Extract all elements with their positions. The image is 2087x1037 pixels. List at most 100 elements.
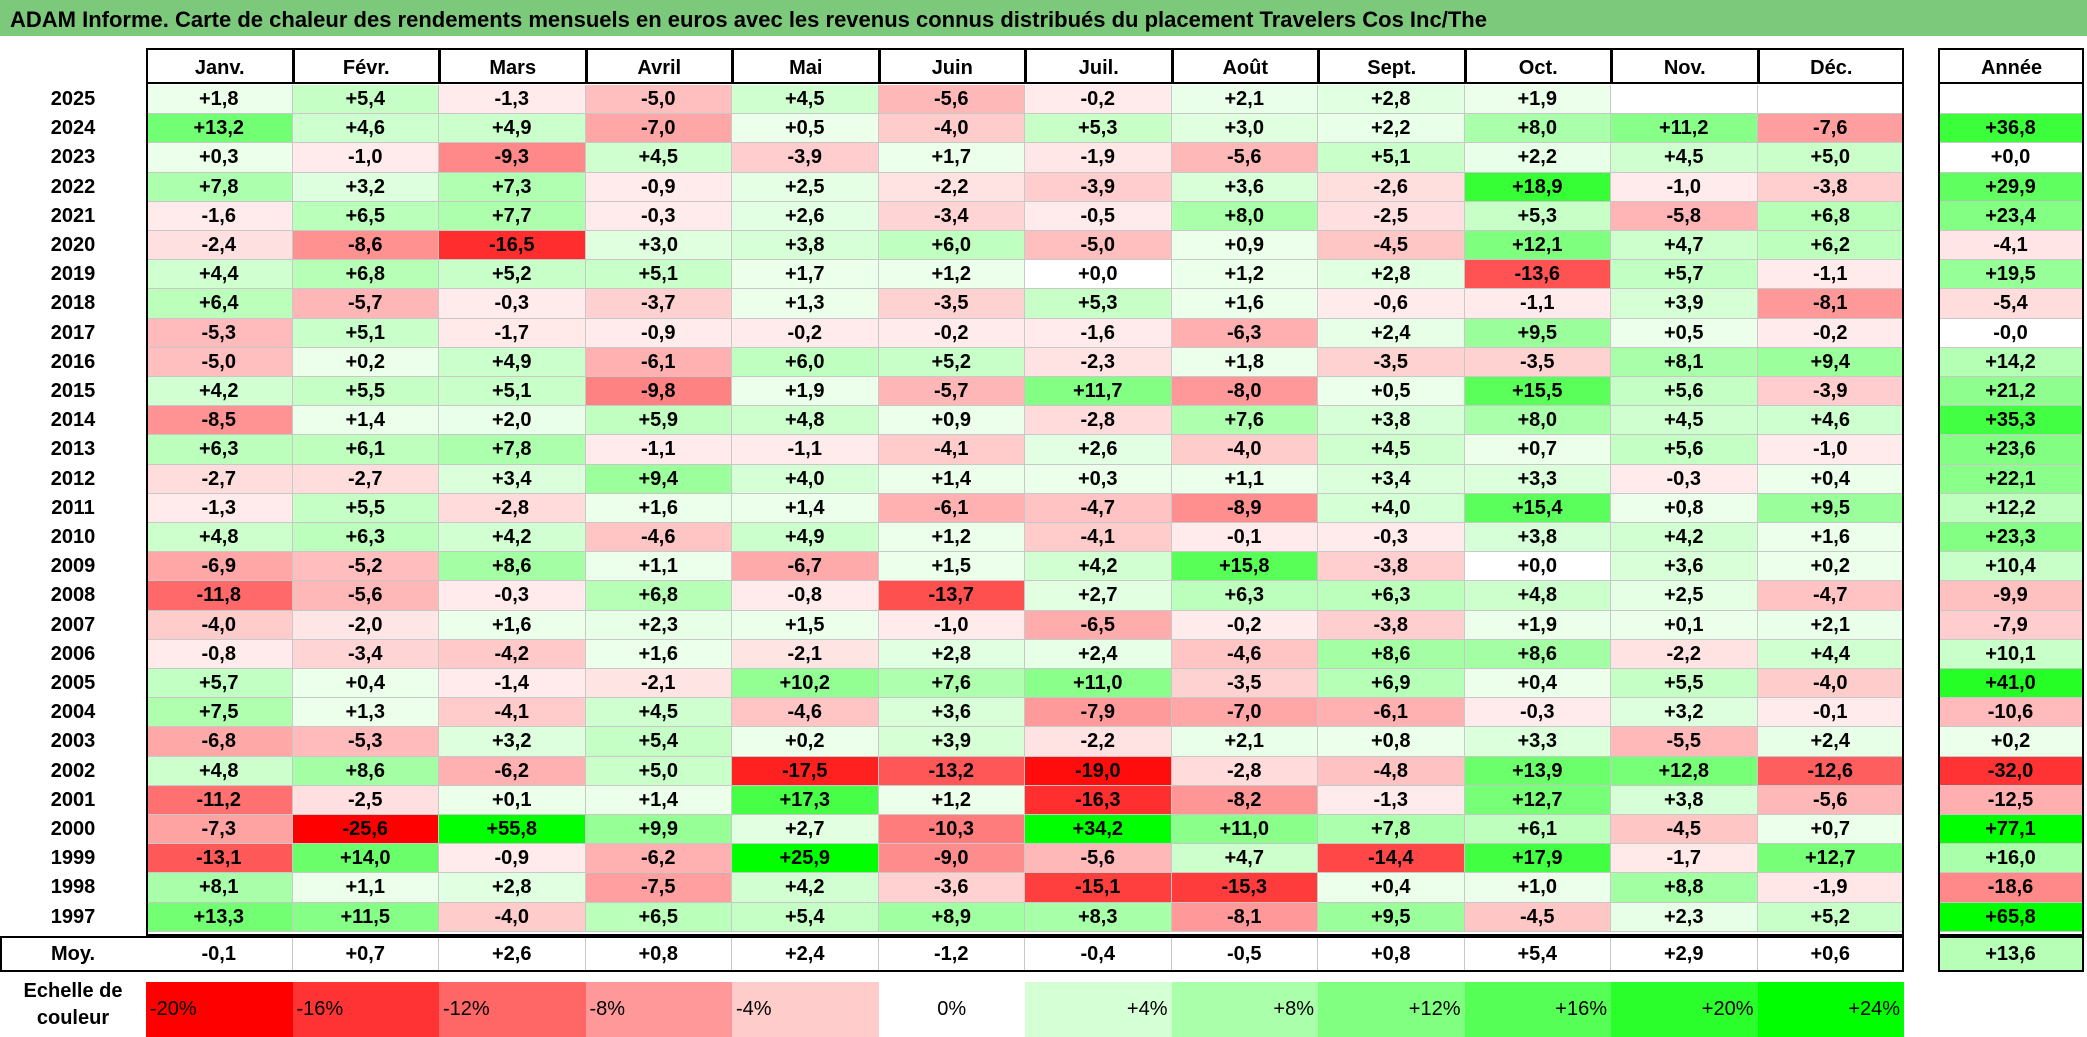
heatmap-cell: +8,1 <box>1611 347 1758 377</box>
heatmap-cell: +5,7 <box>146 669 293 699</box>
heatmap-cell: -3,5 <box>1464 347 1611 377</box>
heatmap-cell: +6,1 <box>292 435 439 465</box>
heatmap-cell: -0,3 <box>439 581 586 611</box>
heatmap-cell: -3,6 <box>878 873 1025 903</box>
heatmap-cell: -3,9 <box>732 143 879 173</box>
heatmap-cell: +6,3 <box>1171 581 1318 611</box>
heatmap-cell: +0,4 <box>1318 873 1465 903</box>
heatmap-cell: -2,8 <box>1025 406 1172 436</box>
heatmap-cell: +6,4 <box>146 289 293 319</box>
heatmap-cell: +8,0 <box>1464 406 1611 436</box>
legend-step: -8% <box>585 982 732 1037</box>
heatmap-cell: +1,9 <box>732 377 879 407</box>
average-cell: +0,7 <box>292 935 439 972</box>
heatmap-cell: -8,5 <box>146 406 293 436</box>
heatmap-cell: +6,0 <box>878 231 1025 261</box>
heatmap-cell: +34,2 <box>1025 815 1172 845</box>
year-label: 2002 <box>0 756 146 786</box>
heatmap-cell: -2,2 <box>1025 727 1172 757</box>
annual-cell: +22,1 <box>1938 464 2084 494</box>
legend-step: -20% <box>146 982 293 1037</box>
heatmap-cell: -4,5 <box>1318 231 1465 261</box>
heatmap-cell: -0,2 <box>878 318 1025 348</box>
annual-cell: +23,4 <box>1938 201 2084 231</box>
heatmap-cell: -2,4 <box>146 231 293 261</box>
annual-cell: +41,0 <box>1938 669 2084 699</box>
heatmap-cell: +0,8 <box>1318 727 1465 757</box>
heatmap-cell: -0,2 <box>1171 610 1318 640</box>
annual-cell: +14,2 <box>1938 347 2084 377</box>
heatmap-cell: -7,0 <box>585 114 732 144</box>
heatmap-cell: +0,9 <box>878 406 1025 436</box>
heatmap-cell: +15,4 <box>1464 493 1611 523</box>
month-header: Sept. <box>1318 48 1465 84</box>
heatmap-cell <box>1757 85 1904 115</box>
heatmap-cell: -1,7 <box>1611 844 1758 874</box>
average-cell: -1,2 <box>878 935 1025 972</box>
annual-cell: +0,0 <box>1938 143 2084 173</box>
heatmap-cell: -3,5 <box>1318 347 1465 377</box>
average-cell: -0,1 <box>146 935 293 972</box>
heatmap-cell: +55,8 <box>439 815 586 845</box>
heatmap-cell: +11,2 <box>1611 114 1758 144</box>
heatmap-cell: +5,5 <box>292 493 439 523</box>
heatmap-cell: +3,3 <box>1464 727 1611 757</box>
heatmap-cell: +6,5 <box>292 201 439 231</box>
legend-label: Echelle de couleur <box>23 980 123 1029</box>
heatmap-cell: +7,8 <box>146 172 293 202</box>
heatmap-cell: -3,5 <box>878 289 1025 319</box>
year-label: 2001 <box>0 785 146 815</box>
heatmap-cell: -3,9 <box>1757 377 1904 407</box>
average-cell: +0,8 <box>585 935 732 972</box>
heatmap-cell: +5,5 <box>1611 669 1758 699</box>
heatmap-cell: +5,6 <box>1611 435 1758 465</box>
heatmap-cell: +15,8 <box>1171 552 1318 582</box>
heatmap-cell: +1,2 <box>878 785 1025 815</box>
heatmap-cell: +7,8 <box>1318 815 1465 845</box>
heatmap-cell: +2,8 <box>439 873 586 903</box>
heatmap-cell: -7,5 <box>585 873 732 903</box>
heatmap-cell: -6,1 <box>585 347 732 377</box>
heatmap-cell: +10,2 <box>732 669 879 699</box>
heatmap-cell: +3,4 <box>439 464 586 494</box>
heatmap-cell: +2,4 <box>1757 727 1904 757</box>
heatmap-cell: -1,4 <box>439 669 586 699</box>
annual-cell: -10,6 <box>1938 698 2084 728</box>
heatmap-cell: +3,6 <box>1171 172 1318 202</box>
heatmap-cell: +5,1 <box>439 377 586 407</box>
heatmap-cell: +3,6 <box>1611 552 1758 582</box>
heatmap-cell: +1,8 <box>1171 347 1318 377</box>
heatmap-cell: +14,0 <box>292 844 439 874</box>
heatmap-cell: +3,2 <box>292 172 439 202</box>
annual-cell: +35,3 <box>1938 406 2084 436</box>
heatmap-cell: -2,1 <box>732 639 879 669</box>
heatmap-cell: -9,3 <box>439 143 586 173</box>
heatmap-cell: +0,1 <box>439 785 586 815</box>
heatmap-cell: +6,2 <box>1757 231 1904 261</box>
heatmap-cell: -2,3 <box>1025 347 1172 377</box>
heatmap-cell: +0,5 <box>1318 377 1465 407</box>
heatmap-cell: +6,3 <box>1318 581 1465 611</box>
heatmap-cell: +1,3 <box>732 289 879 319</box>
annual-cell: -7,9 <box>1938 610 2084 640</box>
heatmap-cell: +1,6 <box>1171 289 1318 319</box>
annual-cell: +16,0 <box>1938 844 2084 874</box>
heatmap-cell: +13,3 <box>146 902 293 932</box>
heatmap-cell: +5,4 <box>732 902 879 932</box>
year-label: 2020 <box>0 231 146 261</box>
heatmap-cell: +18,9 <box>1464 172 1611 202</box>
heatmap-cell: -11,2 <box>146 785 293 815</box>
heatmap-cell: +1,2 <box>1171 260 1318 290</box>
heatmap-cell: -5,7 <box>292 289 439 319</box>
heatmap-cell: -0,3 <box>1318 523 1465 553</box>
heatmap-cell: +3,8 <box>1464 523 1611 553</box>
year-label: 2017 <box>0 318 146 348</box>
heatmap-cell: -4,1 <box>878 435 1025 465</box>
heatmap-cell: -17,5 <box>732 756 879 786</box>
year-label: 2003 <box>0 727 146 757</box>
heatmap-cell: +7,6 <box>1171 406 1318 436</box>
year-label: 1997 <box>0 902 146 932</box>
heatmap-cell: +0,3 <box>1025 464 1172 494</box>
heatmap-cell: -5,6 <box>1757 785 1904 815</box>
average-annual-cell: +13,6 <box>1938 935 2084 972</box>
